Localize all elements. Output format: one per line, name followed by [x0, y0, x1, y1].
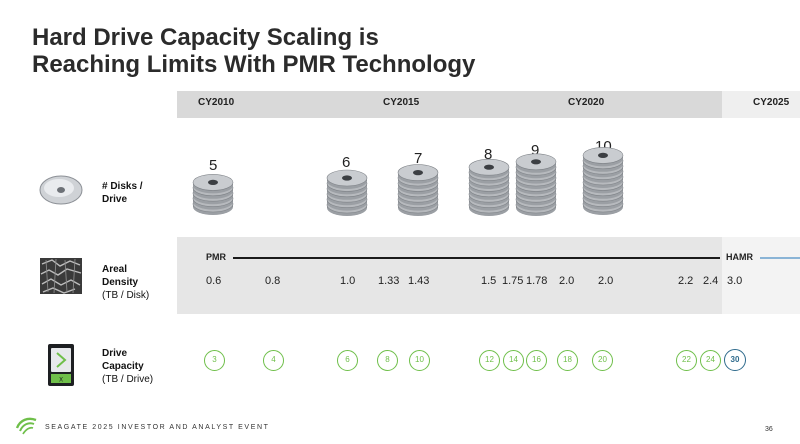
- density-row-label: Areal Density (TB / Disk): [102, 264, 150, 301]
- capacity-row-label: Drive Capacity (TB / Drive): [102, 348, 154, 385]
- disk-stack: [468, 158, 510, 216]
- disk-count: 8: [484, 146, 493, 163]
- density-value: 2.0: [559, 275, 575, 287]
- page-title: Hard Drive Capacity Scaling is Reaching …: [32, 24, 475, 78]
- density-band: [177, 237, 800, 314]
- hard-drive-icon: X: [48, 344, 74, 386]
- capacity-badge: 12: [479, 350, 500, 371]
- pmr-label: PMR: [206, 252, 226, 262]
- title-line-1: Hard Drive Capacity Scaling is: [32, 24, 379, 51]
- density-value: 0.8: [265, 275, 281, 287]
- capacity-badge: 22: [676, 350, 697, 371]
- density-value: 0.6: [206, 275, 222, 287]
- disk-stack: [397, 164, 439, 216]
- capacity-badge: 14: [503, 350, 524, 371]
- year-label: CY2015: [383, 97, 420, 108]
- disk-stack: [192, 174, 234, 215]
- year-label: CY2025: [753, 97, 790, 108]
- disk-count: 9: [531, 142, 540, 159]
- hamr-line: [760, 257, 800, 259]
- capacity-badge: 10: [409, 350, 430, 371]
- density-value: 1.5: [481, 275, 497, 287]
- svg-text:X: X: [59, 377, 63, 384]
- page-number: 36: [765, 426, 773, 433]
- density-value: 1.33: [378, 275, 400, 287]
- density-value: 2.4: [703, 275, 719, 287]
- density-value: 1.78: [526, 275, 548, 287]
- media-grain-icon: [40, 258, 82, 294]
- density-value: 3.0: [727, 275, 743, 287]
- disk-stack: [326, 169, 368, 216]
- timeline-band: [177, 91, 800, 118]
- density-value: 2.2: [678, 275, 694, 287]
- disk-count: 6: [342, 154, 351, 171]
- disk-stacks: [192, 147, 624, 216]
- year-label: CY2010: [198, 97, 235, 108]
- pmr-line: [233, 257, 720, 259]
- capacity-badge-hamr: 30: [724, 349, 746, 371]
- capacity-badge: 3: [204, 350, 225, 371]
- capacity-badge: 4: [263, 350, 284, 371]
- density-value: 1.43: [408, 275, 430, 287]
- density-value: 1.75: [502, 275, 524, 287]
- capacity-badge: 6: [337, 350, 358, 371]
- disk-stack: [582, 147, 624, 215]
- platter-icon: [39, 175, 83, 205]
- capacity-badge: 18: [557, 350, 578, 371]
- density-value: 1.0: [340, 275, 356, 287]
- hamr-label: HAMR: [726, 252, 753, 262]
- capacity-badge: 16: [526, 350, 547, 371]
- capacity-badge: 20: [592, 350, 613, 371]
- density-value: 2.0: [598, 275, 614, 287]
- seagate-logo-icon: [15, 417, 37, 435]
- disks-row-label: # Disks / Drive: [102, 181, 143, 205]
- capacity-badge: 8: [377, 350, 398, 371]
- year-label: CY2020: [568, 97, 605, 108]
- capacity-badge: 24: [700, 350, 721, 371]
- density-band-future: [722, 237, 800, 314]
- disk-count: 5: [209, 157, 218, 174]
- disk-stack: [515, 153, 557, 216]
- title-line-2: Reaching Limits With PMR Technology: [32, 51, 476, 78]
- footer-text: SEAGATE 2025 INVESTOR AND ANALYST EVENT: [45, 424, 270, 431]
- timeline-band-future: [722, 91, 800, 118]
- disk-count: 7: [414, 150, 423, 167]
